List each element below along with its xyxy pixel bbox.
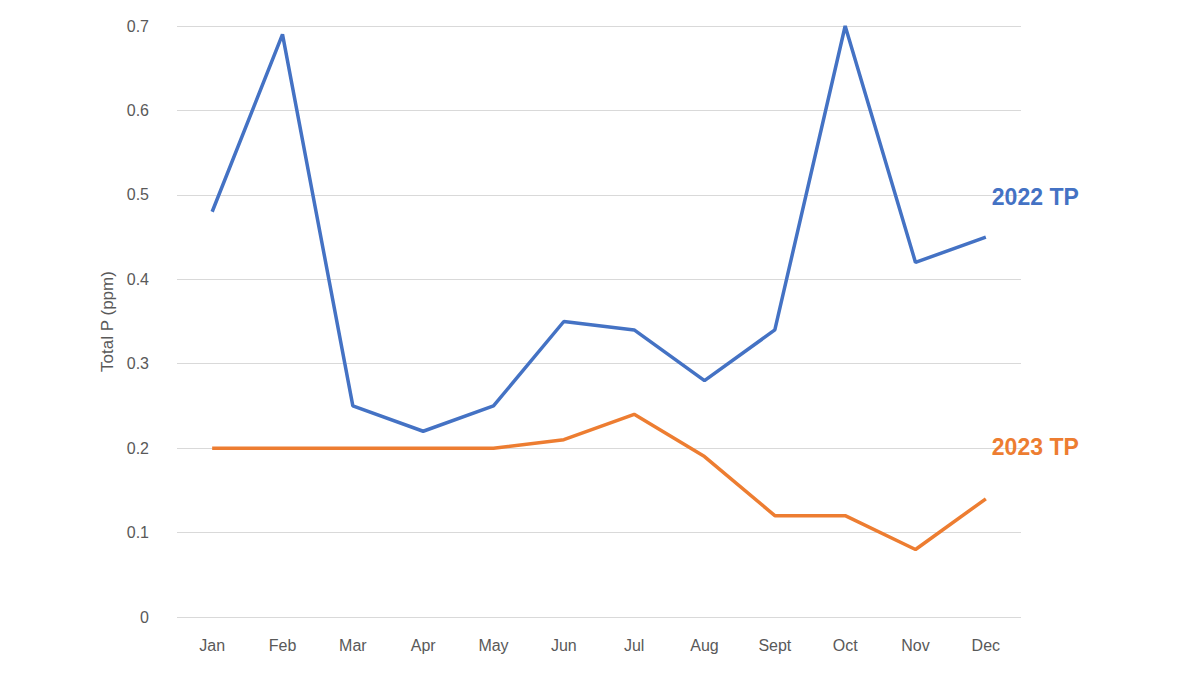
svg-text:0.6: 0.6 [127,102,149,119]
svg-text:0.2: 0.2 [127,440,149,457]
svg-text:Jul: Jul [624,637,644,654]
svg-text:Feb: Feb [269,637,297,654]
svg-text:Mar: Mar [339,637,367,654]
svg-text:Apr: Apr [411,637,437,654]
svg-text:0.4: 0.4 [127,271,149,288]
svg-text:May: May [478,637,508,654]
svg-text:Aug: Aug [690,637,718,654]
svg-text:Dec: Dec [972,637,1000,654]
svg-text:Nov: Nov [901,637,929,654]
svg-text:0.7: 0.7 [127,18,149,35]
svg-text:Total P (ppm): Total P (ppm) [98,271,117,372]
svg-text:Jan: Jan [199,637,225,654]
svg-text:Sept: Sept [758,637,791,654]
svg-text:0.1: 0.1 [127,524,149,541]
svg-text:2022 TP: 2022 TP [992,184,1079,210]
svg-text:Oct: Oct [833,637,858,654]
svg-text:0: 0 [140,609,149,626]
svg-text:0.3: 0.3 [127,355,149,372]
svg-text:0.5: 0.5 [127,186,149,203]
svg-text:2023 TP: 2023 TP [992,434,1079,460]
svg-text:Jun: Jun [551,637,577,654]
